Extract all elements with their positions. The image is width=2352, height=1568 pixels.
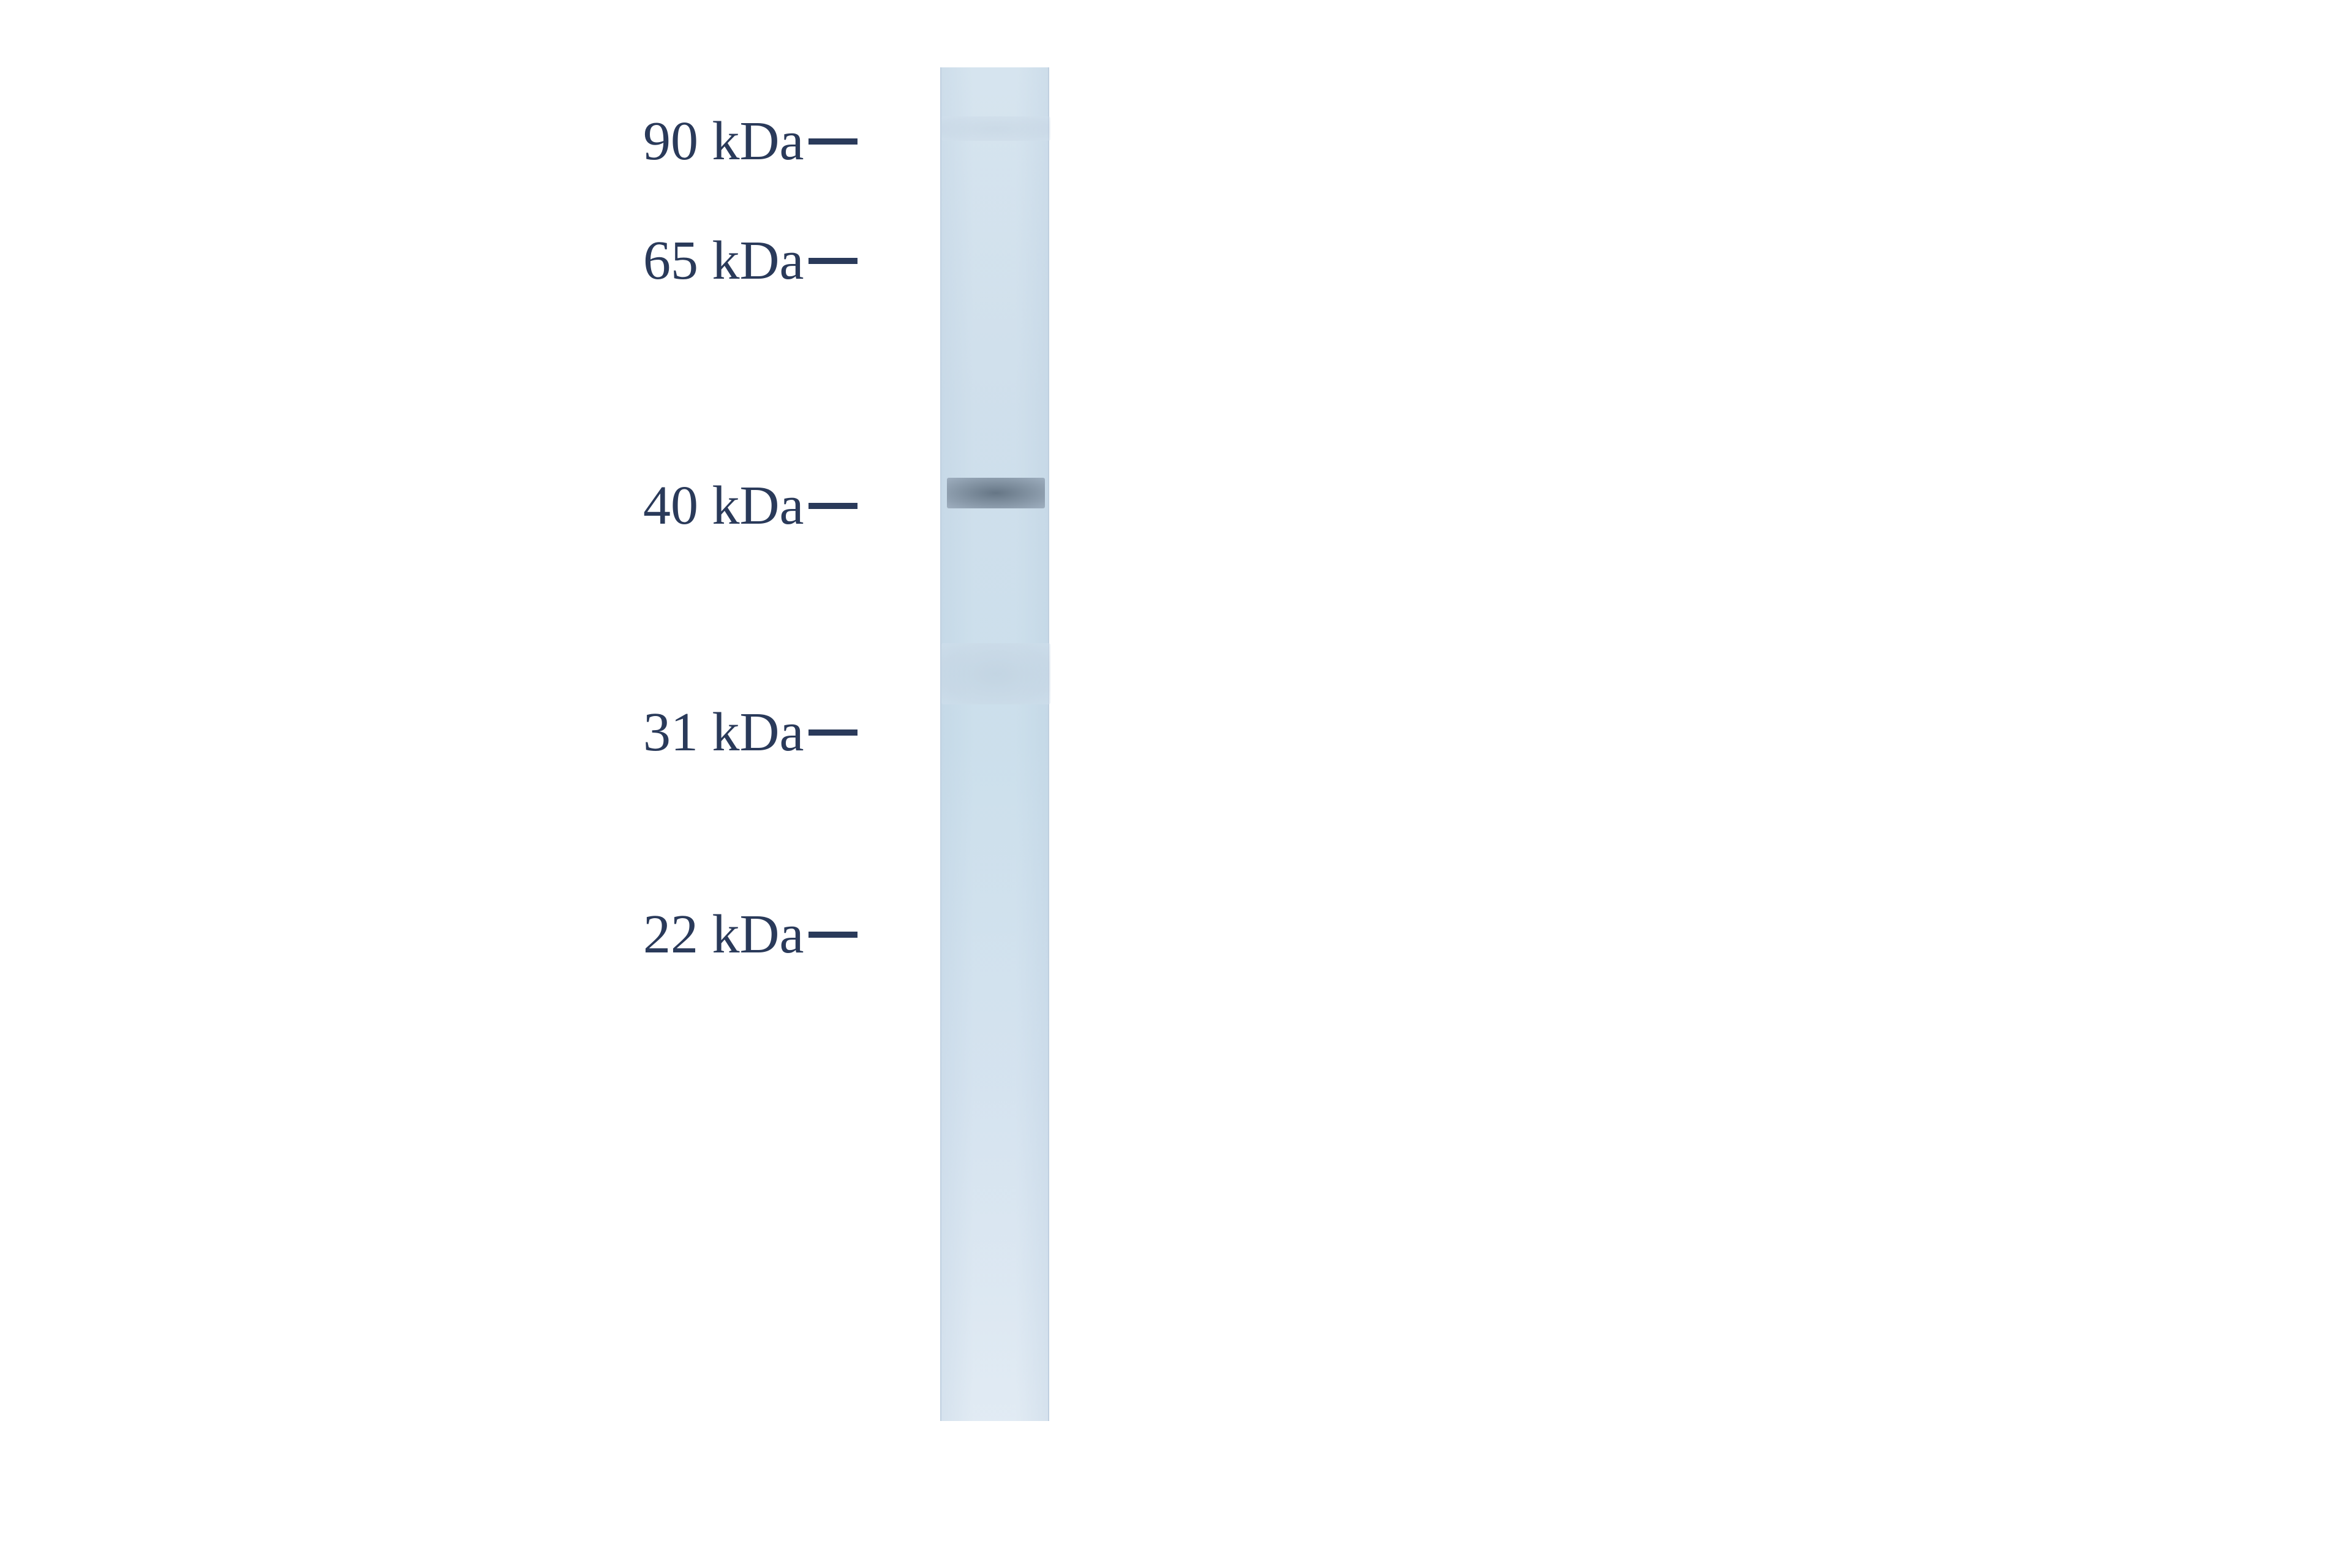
marker-tick xyxy=(809,729,858,736)
western-blot-figure: 90 kDa 65 kDa 40 kDa 31 kDa 22 kDa xyxy=(643,67,1709,1501)
marker-label: 65 kDa xyxy=(643,229,804,292)
marker-65kda: 65 kDa xyxy=(643,229,858,292)
marker-label: 31 kDa xyxy=(643,701,804,764)
marker-tick xyxy=(809,503,858,509)
marker-90kda: 90 kDa xyxy=(643,110,858,173)
marker-label: 22 kDa xyxy=(643,903,804,966)
marker-label: 90 kDa xyxy=(643,110,804,173)
main-band-40kda xyxy=(947,478,1045,508)
lane-texture xyxy=(941,67,1048,1421)
marker-22kda: 22 kDa xyxy=(643,903,858,966)
marker-40kda: 40 kDa xyxy=(643,474,858,537)
marker-tick xyxy=(809,932,858,938)
marker-tick xyxy=(809,138,858,145)
faint-band-top xyxy=(941,116,1050,141)
gel-lane xyxy=(940,67,1049,1421)
faint-band-mid xyxy=(941,643,1050,704)
marker-tick xyxy=(809,258,858,264)
marker-31kda: 31 kDa xyxy=(643,701,858,764)
marker-label: 40 kDa xyxy=(643,474,804,537)
